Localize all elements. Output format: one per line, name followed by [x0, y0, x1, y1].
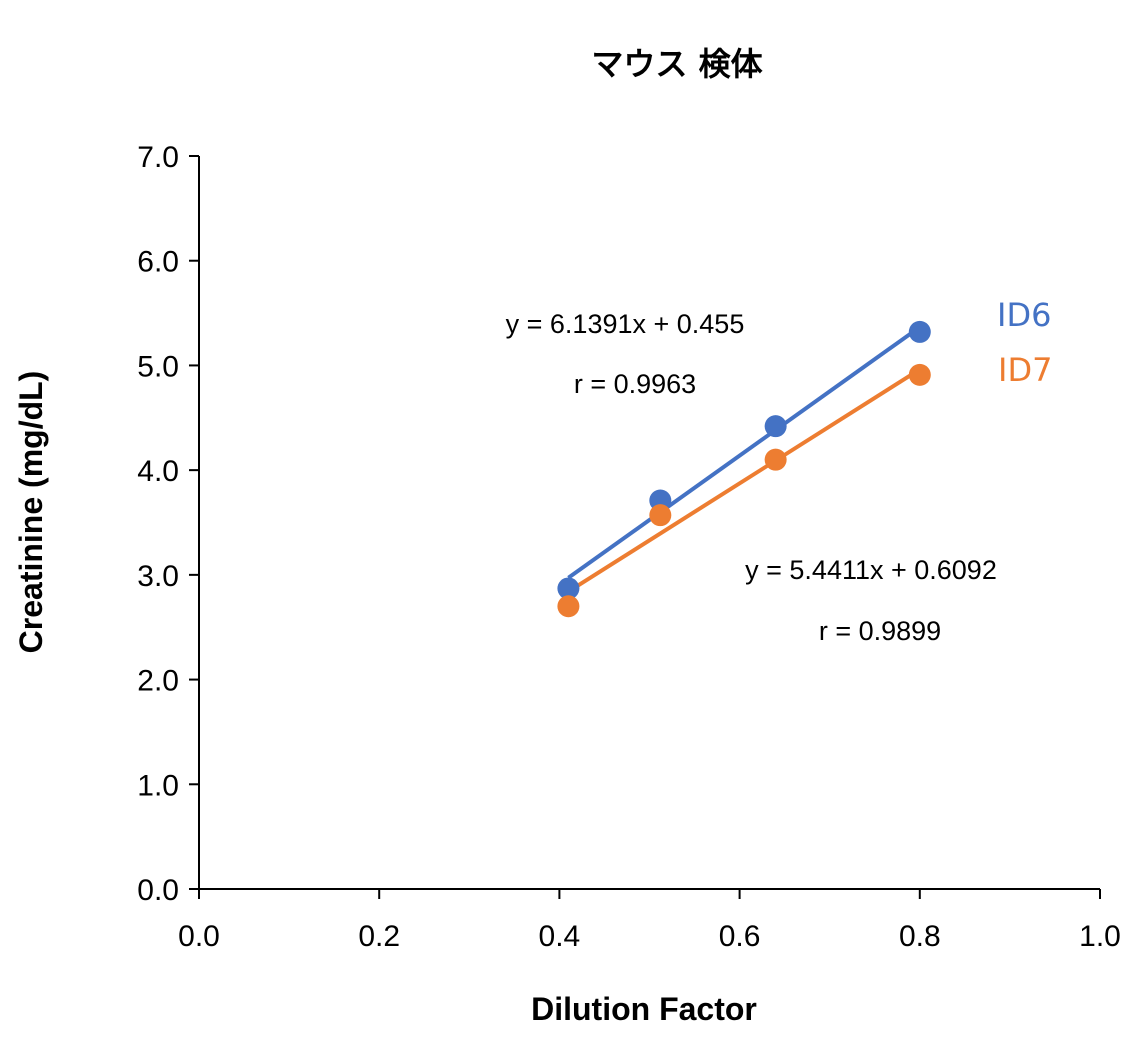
id7-r-label: r = 0.9899 — [819, 616, 941, 646]
y-tick-label: 6.0 — [137, 246, 179, 279]
y-tick-label: 3.0 — [137, 560, 179, 593]
data-point-id7 — [649, 504, 672, 527]
y-axis-title: Creatinine (mg/dL) — [13, 371, 49, 654]
id6-equation-label: y = 6.1391x + 0.455 — [506, 309, 745, 339]
x-axis-title: Dilution Factor — [531, 991, 757, 1027]
y-tick-label: 0.0 — [137, 874, 179, 907]
x-tick-label: 0.6 — [719, 920, 761, 953]
axes: 0.0 1.0 2.0 3.0 4.0 5.0 6.0 7.0 0.0 0.2 0.4 0.6 0.8 1… — [137, 141, 1121, 953]
data-point-id6 — [908, 320, 931, 343]
x-tick-label: 0.8 — [899, 920, 941, 953]
y-tick-label: 4.0 — [137, 455, 179, 488]
y-tick-label: 7.0 — [137, 141, 179, 174]
data-points — [557, 320, 931, 618]
chart-title: マウス 検体 — [591, 45, 762, 83]
trendline-id6 — [567, 325, 921, 580]
trendlines — [567, 325, 921, 594]
id6-r-label: r = 0.9963 — [574, 369, 696, 399]
data-point-id6 — [557, 577, 580, 600]
x-tick-label: 1.0 — [1079, 920, 1121, 953]
series-label-id6: ID6 — [997, 296, 1051, 334]
trendline-id7 — [567, 367, 921, 594]
x-tick-label: 0.0 — [178, 920, 220, 953]
data-point-id7 — [764, 448, 787, 471]
y-tick-label: 1.0 — [137, 769, 179, 802]
id7-equation-label: y = 5.4411x + 0.6092 — [745, 555, 997, 585]
y-tick-label: 5.0 — [137, 350, 179, 383]
y-tick-label: 2.0 — [137, 665, 179, 698]
data-point-id7 — [908, 363, 931, 386]
x-tick-label: 0.4 — [539, 920, 581, 953]
data-point-id6 — [764, 415, 787, 438]
series-label-id7: ID7 — [998, 351, 1052, 389]
x-tick-label: 0.2 — [358, 920, 400, 953]
data-point-id7 — [557, 595, 580, 618]
